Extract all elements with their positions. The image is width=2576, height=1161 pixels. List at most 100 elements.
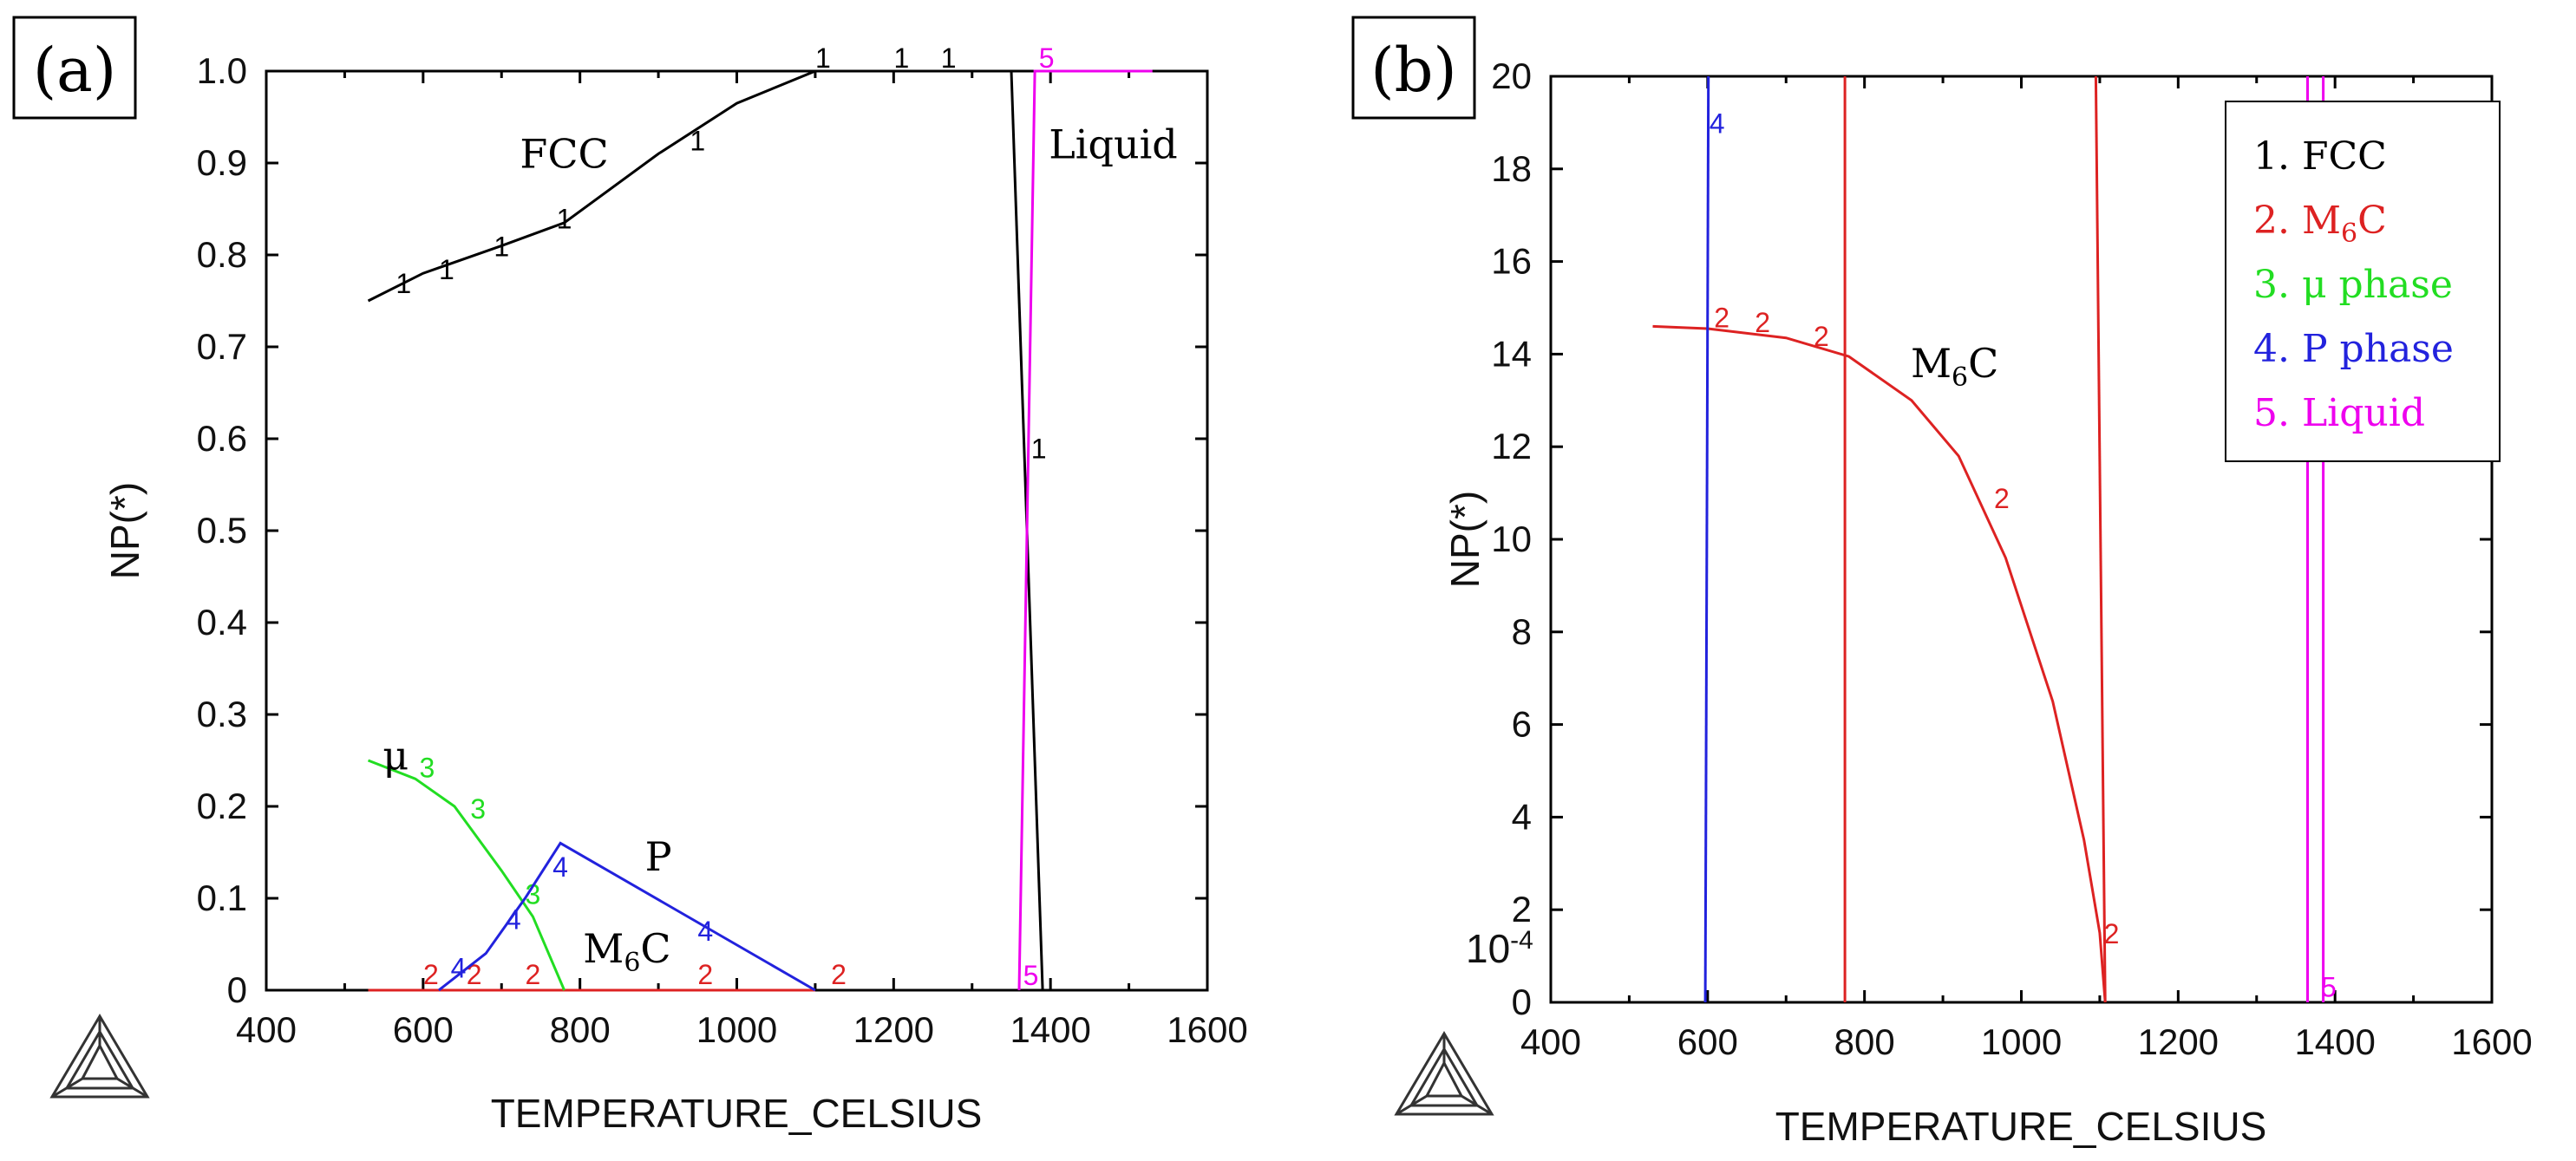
y-tick-label: 0 [1512, 982, 1532, 1022]
series-marker-5: 5 [1039, 42, 1055, 74]
annotation-label: P [645, 833, 672, 880]
series-line-5 [1017, 69, 1153, 991]
y-tick-label: 10 [1491, 519, 1532, 559]
y-tick-label: 14 [1491, 333, 1532, 374]
panel-b-xlabel: TEMPERATURE_CELSIUS [1775, 1104, 2267, 1149]
series-line-2 [1652, 324, 2107, 1003]
series-marker-2: 2 [1994, 483, 2010, 514]
series-marker-2: 2 [1814, 321, 1829, 352]
x-tick-label: 1600 [2451, 1021, 2532, 1062]
x-tick-label: 1000 [696, 1009, 777, 1050]
y-tick-label: 0.6 [197, 418, 247, 459]
series-marker-1: 1 [1031, 434, 1047, 465]
panel-b-tag: (b) [1351, 16, 1476, 120]
panel-b-ylabel: NP(*) [1442, 491, 1487, 588]
y-tick-label: 6 [1512, 704, 1532, 745]
x-tick-label: 1200 [853, 1009, 934, 1050]
y-tick-label: 18 [1491, 148, 1532, 189]
y-tick-label: 0 [227, 969, 247, 1010]
y-tick-label: 20 [1491, 55, 1532, 96]
y-tick-label: 0.4 [197, 602, 247, 642]
series-line-4 [1703, 75, 1710, 1003]
annotation-label: FCC [520, 130, 608, 177]
legend-box [2225, 101, 2501, 462]
panel-a-thermocalc-logo-icon [49, 1014, 150, 1099]
legend-items: 1. FCC 2. M6C 3. μ phase 4. P phase 5. Liqui… [2253, 134, 2454, 435]
legend-item: 4. P phase [2253, 327, 2454, 371]
series-line-3 [367, 759, 566, 991]
x-tick-label: 600 [393, 1009, 454, 1050]
series-marker-1: 1 [815, 42, 831, 74]
series-marker-3: 3 [470, 793, 486, 825]
series-marker-1: 1 [439, 254, 454, 285]
panel-b-tag-text: (b) [1370, 35, 1456, 106]
panel-b-multiplier: 10-4 [1466, 926, 1533, 971]
series-line-4 [437, 841, 816, 992]
y-tick-label: 0.9 [197, 142, 247, 183]
y-tick-label: 4 [1512, 796, 1532, 837]
x-tick-label: 600 [1677, 1021, 1738, 1062]
series-marker-2: 2 [1755, 307, 1770, 338]
y-tick-label: 0.2 [197, 786, 247, 826]
legend-item: 3. μ phase [2253, 263, 2453, 307]
series-marker-3: 3 [526, 879, 541, 910]
panel-a-plot-frame [265, 69, 1209, 992]
series-marker-5b: 5 [2321, 971, 2337, 1002]
x-tick-label: 400 [236, 1009, 297, 1050]
series-marker-1: 1 [494, 231, 509, 262]
x-tick-label: 800 [550, 1009, 611, 1050]
y-tick-label: 1.0 [197, 50, 247, 91]
series-marker-4: 4 [697, 916, 713, 947]
y-tick-label: 0.3 [197, 694, 247, 734]
series-marker-4: 4 [1710, 108, 1725, 139]
series-marker-4: 4 [552, 851, 568, 883]
series-marker-2: 2 [423, 959, 439, 990]
x-tick-label: 800 [1834, 1021, 1895, 1062]
x-tick-label: 1400 [1010, 1009, 1090, 1050]
x-tick-label: 1600 [1167, 1009, 1247, 1050]
x-tick-label: 400 [1520, 1021, 1581, 1062]
series-marker-4: 4 [451, 953, 467, 984]
y-tick-label: 0.8 [197, 234, 247, 275]
annotation-label: μ [382, 733, 409, 779]
series-marker-2: 2 [2104, 918, 2120, 949]
y-tick-label: 0.1 [197, 877, 247, 918]
series-marker-2: 2 [831, 959, 847, 990]
panel-a-tag: (a) [12, 16, 137, 120]
annotation-m6c: M6C [583, 925, 670, 978]
panel-a-ticks: 400 600 800 1000 1200 1400 1600 0 0.1 0.2 0.3 0.4 0.… [197, 50, 1248, 1050]
y-tick-label: 8 [1512, 611, 1532, 652]
y-tick-label: 16 [1491, 241, 1532, 282]
series-marker-5: 5 [1023, 960, 1039, 991]
series-marker-1: 1 [941, 42, 957, 74]
series-marker-1: 1 [557, 204, 572, 235]
series-marker-1: 1 [893, 42, 909, 74]
panel-b-annotations: M6C [1911, 340, 1998, 393]
legend-item: 1. FCC [2253, 134, 2387, 179]
annotation-label: M6C [1911, 340, 1998, 393]
y-tick-label: 0.7 [197, 326, 247, 367]
panel-b-thermocalc-logo-icon [1394, 1031, 1494, 1116]
y-tick-label: 0.5 [197, 510, 247, 551]
x-tick-label: 1000 [1981, 1021, 2062, 1062]
series-marker-2: 2 [697, 959, 713, 990]
series-line-1 [367, 69, 1011, 303]
panel-a-xlabel: TEMPERATURE_CELSIUS [491, 1091, 983, 1136]
y-tick-label: 2 [1512, 889, 1532, 929]
series-marker-2: 2 [1714, 303, 1729, 334]
series-marker-3: 3 [419, 752, 435, 783]
annotation-label: Liquid [1049, 121, 1178, 168]
series-marker-1: 1 [690, 126, 705, 157]
panel-a-annotations: FCC Liquid Pμ M6C [382, 121, 1178, 978]
panel-a-ylabel: NP(*) [102, 482, 147, 579]
panel-b-legend: 1. FCC 2. M6C 3. μ phase 4. P phase 5. Liqui… [2225, 101, 2501, 462]
x-tick-label: 1200 [2138, 1021, 2219, 1062]
legend-item: 2. M6C [2253, 199, 2387, 249]
series-marker-2: 2 [526, 959, 541, 990]
series-marker-1: 1 [396, 268, 411, 299]
panel-b: (b) 400 600 800 1000 1200 1400 1600 0 2 4 6 8 10 12 14… [1351, 16, 2533, 1149]
legend-item: 5. Liquid [2253, 391, 2425, 435]
x-tick-label: 1400 [2294, 1021, 2375, 1062]
